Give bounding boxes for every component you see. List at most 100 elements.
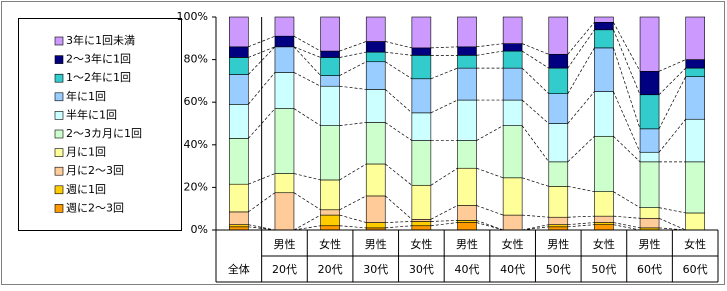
connector-line xyxy=(658,119,686,153)
bar-segment xyxy=(274,46,295,73)
bar-segment xyxy=(502,16,523,44)
connector-line xyxy=(430,46,458,49)
bar-segment xyxy=(594,47,614,92)
bar-segment xyxy=(502,50,523,69)
connector-line xyxy=(613,22,641,72)
bar-segment xyxy=(365,89,386,123)
connector-line xyxy=(385,61,413,80)
bar-segment xyxy=(229,57,249,75)
legend-box xyxy=(18,18,182,231)
connector-line xyxy=(613,222,641,229)
bar-segment xyxy=(229,211,249,225)
connector-line xyxy=(613,191,641,208)
bar-segment xyxy=(594,22,614,31)
bar-segment xyxy=(548,93,569,124)
bar-segment xyxy=(229,183,249,213)
connector-line xyxy=(521,125,550,163)
bar-segment xyxy=(639,161,660,208)
bar-segment xyxy=(594,224,614,231)
bar-segment xyxy=(548,216,569,225)
connector-line xyxy=(476,43,504,48)
bar-segment xyxy=(229,138,249,185)
connector-line xyxy=(339,163,367,181)
bar-segment xyxy=(457,205,477,221)
connector-line xyxy=(567,29,595,69)
legend-swatch xyxy=(54,204,64,213)
bar-segment xyxy=(502,99,523,126)
legend-swatch xyxy=(54,92,64,102)
x-tick-label: 男性 xyxy=(639,237,661,251)
bar-segment xyxy=(365,16,386,42)
x-tick-label: 女性 xyxy=(593,237,615,251)
bar-segment xyxy=(457,67,477,101)
legend-label: 週に1回 xyxy=(66,183,106,196)
connector-line xyxy=(384,89,413,114)
connector-line xyxy=(613,91,641,153)
connector-line xyxy=(385,225,412,229)
connector-line xyxy=(248,46,276,75)
connector-line xyxy=(339,85,367,90)
connector-line xyxy=(613,215,641,219)
legend-swatch xyxy=(54,55,64,64)
x-tick-label: 男性 xyxy=(365,237,387,251)
connector-line xyxy=(567,185,595,193)
connector-line xyxy=(613,47,641,129)
bar-segment xyxy=(365,51,386,63)
bar-segment xyxy=(457,99,477,141)
connector-line xyxy=(385,51,412,56)
bar-segment xyxy=(502,43,523,52)
connector-line xyxy=(293,225,321,231)
legend-label: 週に2～3回 xyxy=(66,201,124,214)
bar-segment xyxy=(365,163,386,197)
bar-segment xyxy=(274,72,295,109)
legend-swatch xyxy=(54,185,64,195)
bar-segment xyxy=(457,16,477,48)
connector-line xyxy=(385,41,412,49)
bar-segment xyxy=(365,195,386,223)
legend-swatch xyxy=(54,73,64,83)
bar-segment xyxy=(685,59,705,69)
bar-segment xyxy=(320,85,340,126)
bar-segment xyxy=(594,191,614,217)
x-tick-label: 60代 xyxy=(683,263,708,276)
x-tick-label: 女性 xyxy=(502,237,524,251)
bar-segment xyxy=(229,46,249,58)
x-tick-label: 50代 xyxy=(546,263,571,276)
connector-line xyxy=(293,46,321,76)
bar-segment xyxy=(411,55,432,80)
connector-line xyxy=(522,224,549,231)
connector-line xyxy=(248,108,276,139)
connector-line xyxy=(339,225,367,229)
bar-segment xyxy=(457,167,477,206)
bar-segment xyxy=(411,47,432,56)
connector-line xyxy=(613,224,641,231)
bar-segment xyxy=(548,16,569,55)
bar-segment xyxy=(639,16,660,72)
bar-segment xyxy=(502,177,523,216)
connector-line xyxy=(430,167,458,186)
bar-segment xyxy=(320,179,340,211)
x-tick-label: 女性 xyxy=(319,237,341,251)
x-tick-label: 40代 xyxy=(500,263,525,276)
legend-label: 1～2年に1回 xyxy=(66,70,131,84)
bar-segment xyxy=(685,212,705,231)
connector-line xyxy=(385,122,413,141)
bar-segment xyxy=(639,207,660,219)
connector-line xyxy=(248,224,276,231)
legend-label: 3年に1回未満 xyxy=(66,33,135,47)
bar-segment xyxy=(411,16,432,49)
connector-line xyxy=(613,136,641,163)
x-tick-label: 30代 xyxy=(409,263,434,276)
connector-line xyxy=(384,195,413,220)
bar-segment xyxy=(548,161,569,187)
bar-segment xyxy=(639,94,660,130)
bar-segment xyxy=(411,221,432,227)
connector-line xyxy=(567,47,595,94)
bar-segment xyxy=(229,16,249,48)
bar-segment xyxy=(548,224,569,228)
bar-segment xyxy=(685,76,705,120)
bar-segment xyxy=(457,55,477,69)
bar-segment xyxy=(548,53,569,69)
bar-segment xyxy=(274,173,295,194)
